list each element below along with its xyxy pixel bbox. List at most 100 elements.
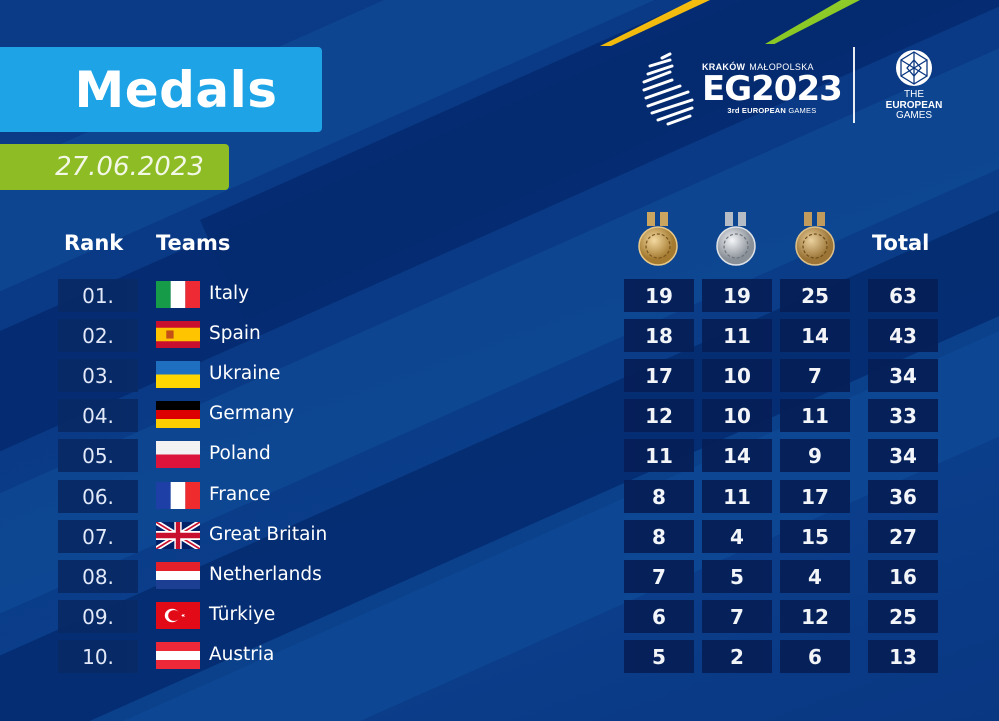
table-row: 10. Austria 5 2 6 13 [0,640,999,674]
column-header-rank: Rank [64,231,124,255]
gold-count: 8 [624,480,694,513]
gold-count: 7 [624,560,694,593]
bronze-count: 4 [780,560,850,593]
silver-count: 2 [702,640,772,673]
total-count: 36 [868,480,938,513]
column-header-total: Total [872,231,930,255]
table-row: 01. Italy 19 19 25 63 [0,279,999,313]
rank-cell: 02. [58,319,138,352]
table-row: 09. Türkiye 6 7 12 25 [0,600,999,634]
table-row: 07. Great Britain 8 4 15 27 [0,520,999,554]
gold-count: 5 [624,640,694,673]
silver-count: 4 [702,520,772,553]
date-label: 27.06.2023 [55,152,204,182]
bronze-count: 14 [780,319,850,352]
rank-cell: 04. [58,399,138,432]
table-row: 04. Germany 12 10 11 33 [0,399,999,433]
silver-count: 5 [702,560,772,593]
eg2023-logo: KRAKÓW MAŁOPOLSKA EG2023 3rd EUROPEAN GA… [640,48,843,128]
table-row: 02. Spain 18 11 14 43 [0,319,999,353]
gold-count: 12 [624,399,694,432]
total-count: 13 [868,640,938,673]
date-banner: 27.06.2023 [0,144,229,190]
rank-cell: 07. [58,520,138,553]
flag-france-icon [156,482,200,509]
silver-count: 10 [702,399,772,432]
logo-divider [853,47,855,123]
rank-cell: 01. [58,279,138,312]
bronze-count: 6 [780,640,850,673]
total-count: 25 [868,600,938,633]
silver-count: 19 [702,279,772,312]
flag-poland-icon [156,441,200,468]
team-name: Italy [209,283,250,304]
silver-count: 10 [702,359,772,392]
table-row: 03. Ukraine 17 10 7 34 [0,359,999,393]
rank-cell: 03. [58,359,138,392]
rank-cell: 05. [58,439,138,472]
total-count: 34 [868,439,938,472]
flag-germany-icon [156,401,200,428]
rank-cell: 06. [58,480,138,513]
dragon-emblem-icon [642,52,694,126]
team-name: Germany [209,403,295,424]
org-logo-line2: EUROPEAN [885,100,943,111]
total-count: 43 [868,319,938,352]
flag-italy-icon [156,281,200,308]
bronze-count: 25 [780,279,850,312]
european-games-emblem-icon [896,50,932,86]
team-name: Poland [209,443,271,464]
team-name: Spain [209,323,261,344]
logo-subtitle-light: GAMES [788,105,817,115]
team-name: Ukraine [209,363,281,384]
gold-medal-icon [638,212,678,266]
team-name: Great Britain [209,524,328,545]
rank-cell: 09. [58,600,138,633]
team-name: Austria [209,644,275,665]
bronze-count: 11 [780,399,850,432]
flag-austria-icon [156,642,200,669]
team-name: Netherlands [209,564,322,585]
total-count: 34 [868,359,938,392]
logo-wordmark: EG2023 [702,68,843,109]
flag-netherlands-icon [156,562,200,589]
bronze-count: 7 [780,359,850,392]
team-name: France [209,484,271,505]
table-row: 05. Poland 11 14 9 34 [0,439,999,473]
logo-city-bold: KRAKÓW [702,61,746,72]
table-row: 08. Netherlands 7 5 4 16 [0,560,999,594]
flag-ukraine-icon [156,361,200,388]
silver-count: 11 [702,319,772,352]
total-count: 27 [868,520,938,553]
team-name: Türkiye [209,604,276,625]
org-logo-line3: GAMES [895,110,933,121]
silver-count: 14 [702,439,772,472]
table-row: 06. France 8 11 17 36 [0,480,999,514]
flag-turkiye-icon [156,602,200,629]
bronze-count: 17 [780,480,850,513]
bronze-count: 15 [780,520,850,553]
silver-medal-icon [716,212,756,266]
rank-cell: 10. [58,640,138,673]
gold-count: 6 [624,600,694,633]
org-logo-line1: THE [904,89,924,100]
gold-count: 17 [624,359,694,392]
total-count: 16 [868,560,938,593]
gold-count: 8 [624,520,694,553]
european-games-logo: THE EUROPEAN GAMES [870,48,958,121]
column-header-teams: Teams [156,231,231,255]
bronze-count: 12 [780,600,850,633]
logo-city-light: MAŁOPOLSKA [749,61,814,72]
bronze-count: 9 [780,439,850,472]
total-count: 33 [868,399,938,432]
gold-count: 18 [624,319,694,352]
gold-count: 11 [624,439,694,472]
logo-subtitle-bold: 3rd EUROPEAN [727,105,787,115]
silver-count: 11 [702,480,772,513]
title-banner: Medals [0,47,322,132]
total-count: 63 [868,279,938,312]
silver-count: 7 [702,600,772,633]
bronze-medal-icon [795,212,835,266]
gold-count: 19 [624,279,694,312]
page-title: Medals [74,60,278,119]
